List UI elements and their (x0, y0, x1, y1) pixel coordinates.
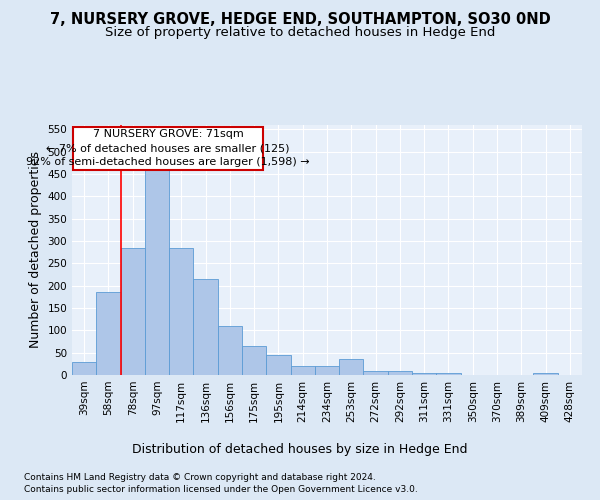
Bar (242, 346, 266, 375)
Bar (533, 373, 558, 375)
Bar (193, 279, 218, 375)
Bar (364, 370, 388, 375)
Bar (72, 362, 96, 375)
FancyBboxPatch shape (73, 127, 263, 170)
Bar (339, 360, 364, 375)
Text: 7 NURSERY GROVE: 71sqm
← 7% of detached houses are smaller (125)
92% of semi-det: 7 NURSERY GROVE: 71sqm ← 7% of detached … (26, 130, 310, 168)
Text: 7, NURSERY GROVE, HEDGE END, SOUTHAMPTON, SO30 0ND: 7, NURSERY GROVE, HEDGE END, SOUTHAMPTON… (50, 12, 550, 28)
Text: Size of property relative to detached houses in Hedge End: Size of property relative to detached ho… (105, 26, 495, 39)
Text: Distribution of detached houses by size in Hedge End: Distribution of detached houses by size … (132, 442, 468, 456)
Bar (290, 366, 315, 375)
Bar (412, 373, 436, 375)
Text: Contains public sector information licensed under the Open Government Licence v3: Contains public sector information licen… (24, 485, 418, 494)
Bar (218, 326, 242, 375)
Text: Contains HM Land Registry data © Crown copyright and database right 2024.: Contains HM Land Registry data © Crown c… (24, 472, 376, 482)
Bar (315, 366, 339, 375)
Bar (145, 168, 169, 375)
Bar (169, 248, 193, 375)
Y-axis label: Number of detached properties: Number of detached properties (29, 152, 42, 348)
Bar (96, 292, 121, 375)
Bar (436, 373, 461, 375)
Bar (266, 355, 290, 375)
Bar (388, 370, 412, 375)
Bar (121, 248, 145, 375)
